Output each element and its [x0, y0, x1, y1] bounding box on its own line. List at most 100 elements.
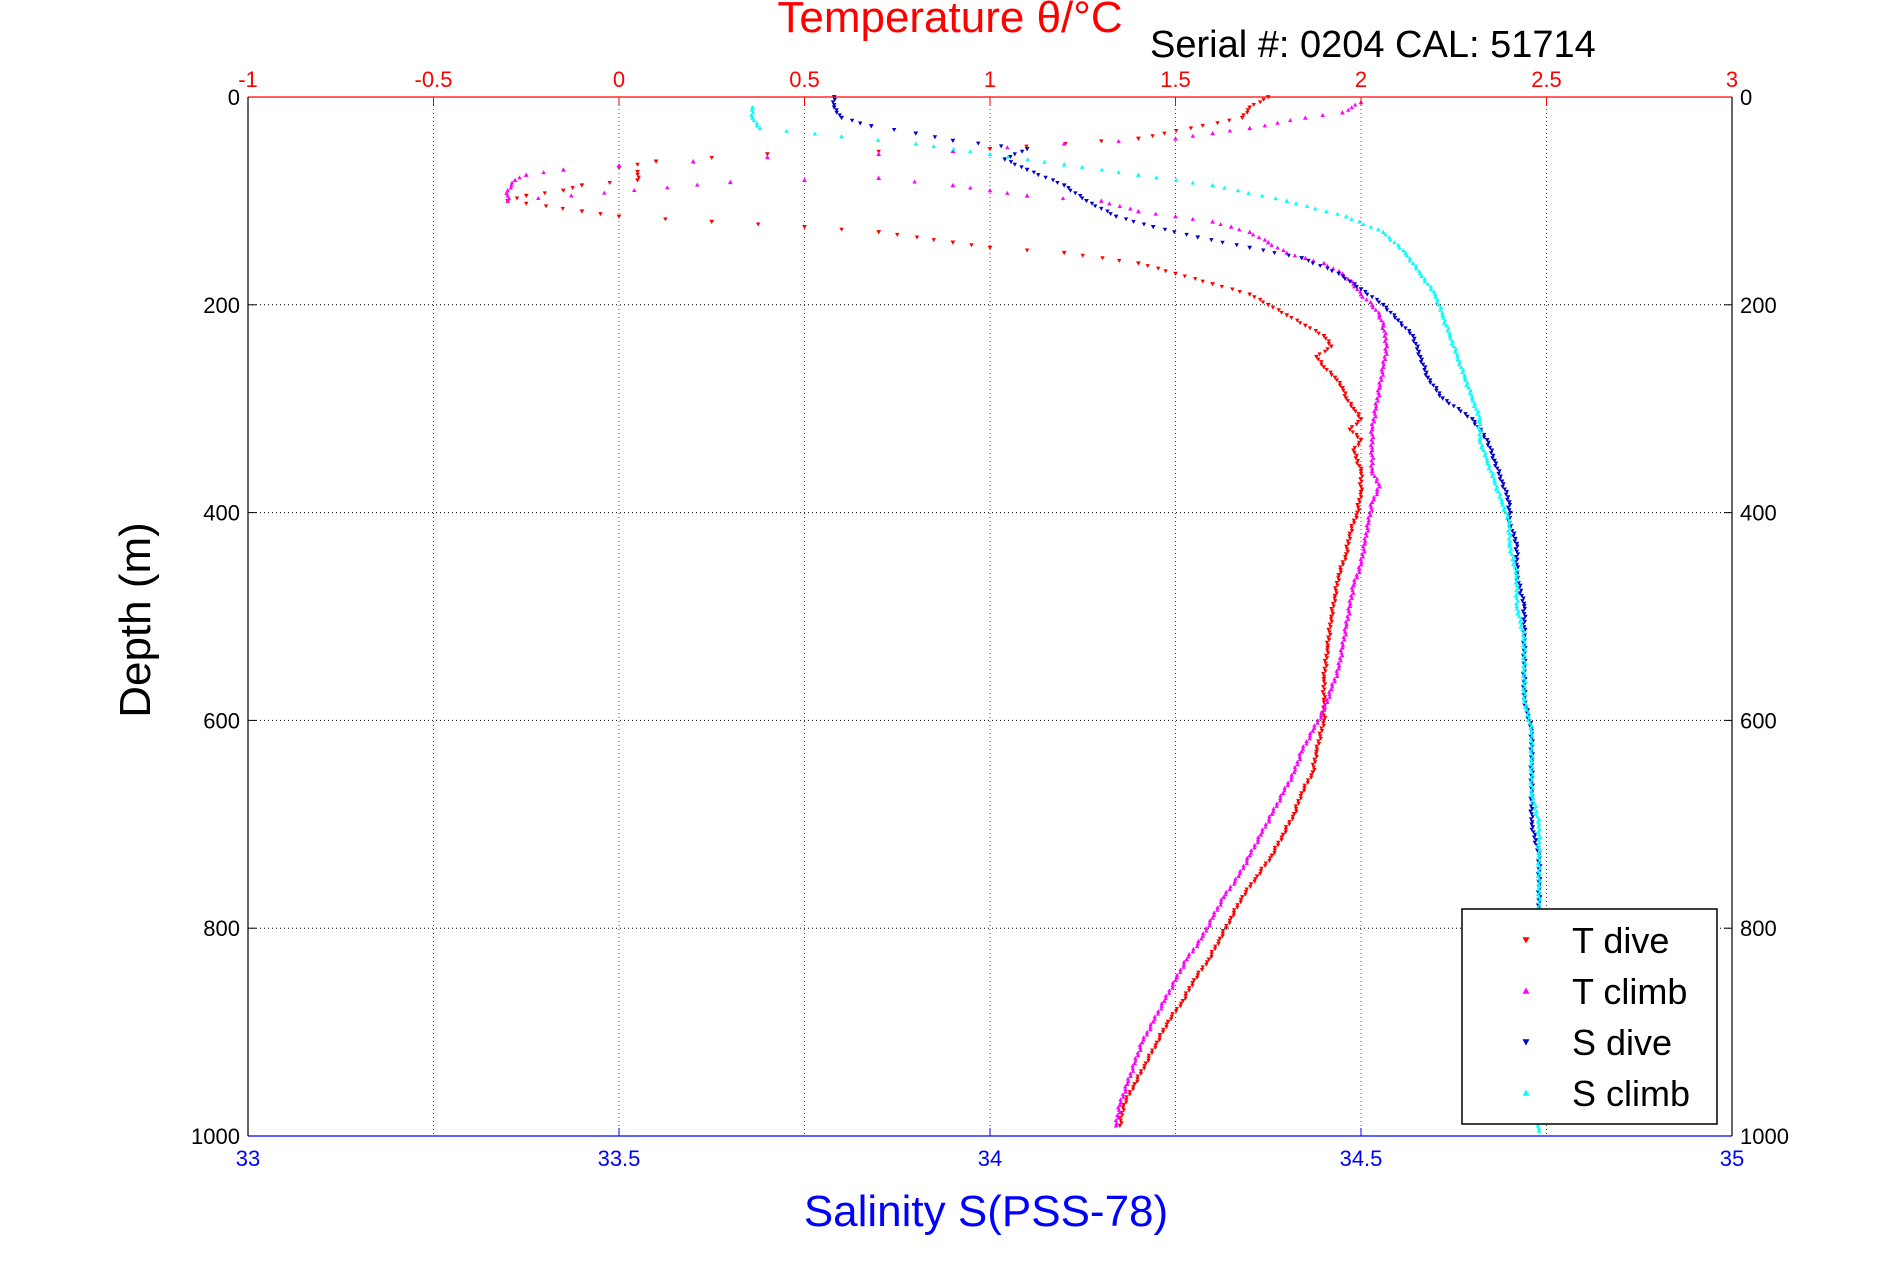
data-point	[1348, 601, 1353, 606]
data-point	[1283, 830, 1288, 835]
depth-tick-label-right: 200	[1740, 293, 1777, 318]
legend-markers	[1522, 937, 1530, 1096]
data-point	[1258, 832, 1264, 837]
data-point	[1530, 825, 1536, 830]
data-point	[1244, 861, 1249, 866]
data-point	[1515, 611, 1520, 616]
data-point	[1479, 442, 1485, 447]
data-point	[1159, 1001, 1164, 1006]
data-point	[1283, 827, 1289, 832]
data-point	[1348, 401, 1354, 406]
data-point	[1337, 655, 1343, 660]
data-point	[1170, 1012, 1175, 1017]
data-point	[1532, 840, 1537, 845]
data-point	[1322, 687, 1327, 692]
data-point	[1354, 575, 1360, 580]
data-point	[1440, 315, 1446, 320]
data-point	[1218, 900, 1224, 904]
data-point	[1279, 838, 1284, 843]
depth-tick-label-left: 0	[228, 85, 240, 110]
data-point	[1349, 523, 1354, 528]
data-point	[1232, 881, 1237, 886]
data-point	[1349, 526, 1354, 531]
data-point	[1343, 557, 1348, 562]
data-point	[1513, 547, 1518, 552]
data-point	[1522, 705, 1528, 710]
data-point	[1271, 806, 1276, 811]
data-point	[1364, 533, 1369, 538]
data-point	[695, 182, 700, 187]
data-point	[1080, 253, 1085, 258]
data-point	[1153, 1043, 1158, 1048]
data-point	[1388, 310, 1393, 315]
data-point	[665, 185, 670, 190]
data-point	[1210, 915, 1215, 920]
data-point	[1128, 206, 1133, 211]
data-point	[1510, 557, 1515, 562]
data-point	[834, 110, 839, 115]
data-point	[1317, 264, 1323, 269]
data-point	[1292, 764, 1298, 769]
data-point	[1237, 868, 1243, 873]
data-point	[1360, 474, 1365, 479]
data-point	[1367, 510, 1372, 515]
data-point	[1043, 175, 1048, 180]
data-point	[1507, 541, 1512, 546]
data-point	[1335, 583, 1340, 588]
data-point	[1079, 164, 1085, 169]
data-point	[1517, 591, 1523, 596]
data-point	[1376, 300, 1382, 305]
data-point	[1128, 1074, 1133, 1079]
data-point	[849, 118, 855, 123]
data-point	[1356, 505, 1361, 510]
data-point	[1328, 370, 1333, 375]
data-point	[1321, 679, 1327, 684]
data-point	[1375, 398, 1381, 403]
data-point	[1525, 718, 1531, 723]
data-point	[1422, 276, 1427, 281]
data-point	[1353, 409, 1358, 414]
data-point	[1260, 300, 1266, 305]
data-point	[1344, 622, 1349, 627]
data-point	[1343, 624, 1349, 629]
data-point	[1321, 721, 1326, 726]
data-point	[1130, 1063, 1135, 1068]
data-point	[1359, 479, 1364, 484]
data-point	[1217, 936, 1223, 941]
data-point	[1424, 370, 1429, 375]
data-point	[1349, 585, 1355, 590]
data-point	[1227, 918, 1232, 923]
data-point	[1418, 360, 1424, 365]
data-point	[1358, 292, 1364, 297]
data-point	[1520, 627, 1525, 632]
data-point	[895, 232, 900, 237]
data-point	[1373, 406, 1379, 411]
data-point	[1536, 1128, 1542, 1133]
data-point	[517, 175, 522, 180]
data-point	[1380, 325, 1385, 330]
data-point	[1170, 980, 1176, 985]
data-point	[1252, 295, 1257, 300]
data-point	[1275, 120, 1280, 125]
data-point	[1343, 629, 1348, 634]
data-point	[987, 188, 993, 193]
data-point	[1321, 671, 1326, 676]
data-point	[1365, 525, 1370, 530]
data-point	[968, 149, 973, 154]
data-point	[812, 131, 818, 136]
data-point	[1216, 942, 1221, 946]
data-point	[1501, 482, 1506, 487]
depth-tick-label-left: 1000	[191, 1124, 240, 1149]
data-point	[1517, 614, 1522, 619]
data-point	[1358, 471, 1364, 476]
data-point	[1366, 520, 1371, 525]
data-point	[1357, 482, 1362, 487]
data-point	[1223, 892, 1228, 897]
data-point	[1356, 443, 1361, 448]
data-point	[1174, 972, 1180, 977]
data-point	[1321, 684, 1326, 689]
salinity-tick-label: 34	[978, 1146, 1002, 1171]
data-point	[512, 177, 518, 183]
data-point	[1500, 502, 1505, 507]
data-point	[1369, 468, 1375, 473]
